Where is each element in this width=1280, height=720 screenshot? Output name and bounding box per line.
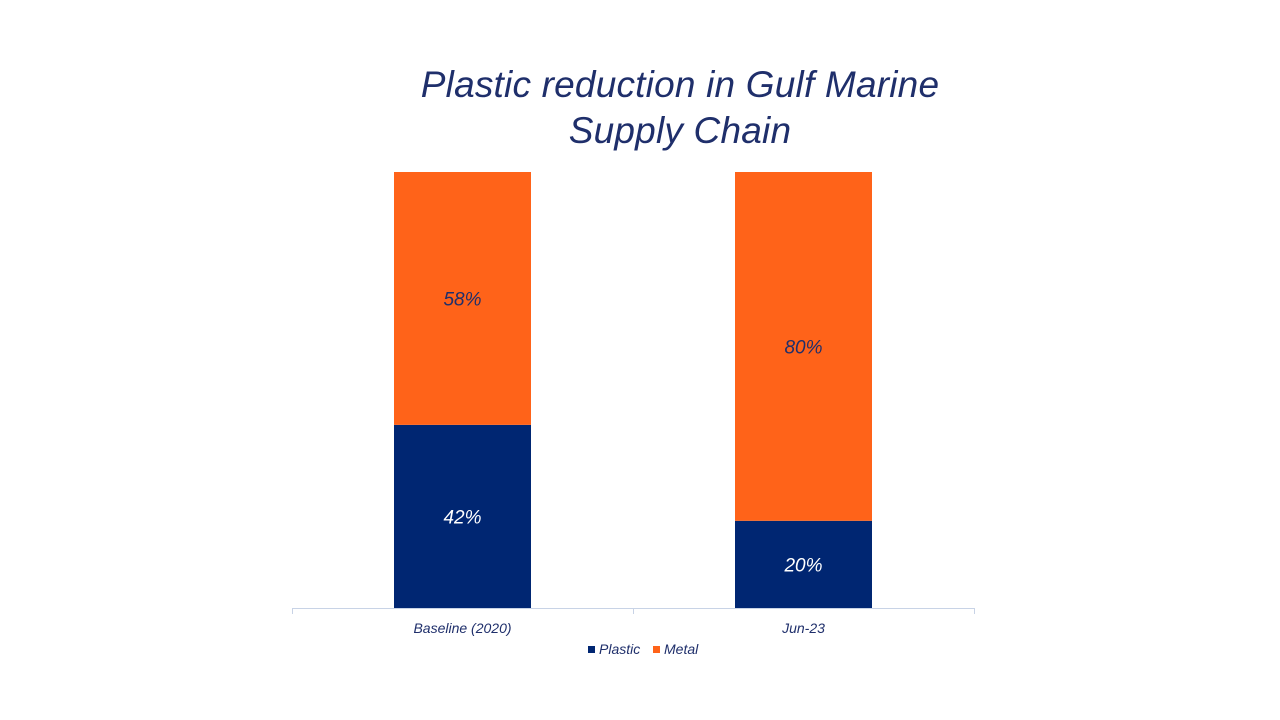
legend-item-plastic: Plastic xyxy=(588,641,640,657)
chart-title: Plastic reduction in Gulf Marine Supply … xyxy=(380,62,980,154)
bar-metal-1 xyxy=(394,172,531,425)
legend-label-plastic: Plastic xyxy=(599,641,641,657)
chart-title-line-1: Plastic reduction in Gulf Marine xyxy=(420,64,940,105)
chart-legend: Plastic Metal xyxy=(0,640,1280,660)
bar-metal-2 xyxy=(735,172,872,521)
data-label-metal-2: 80% xyxy=(784,337,822,358)
bar-plastic-2 xyxy=(735,520,872,608)
legend-swatch-metal xyxy=(653,645,660,653)
x-tick-label-1: Baseline (2020) xyxy=(413,620,511,636)
x-tick-label-2: Jun-23 xyxy=(781,620,825,636)
legend-label-metal: Metal xyxy=(664,641,699,657)
legend-swatch-plastic xyxy=(588,645,595,653)
data-label-plastic-2: 20% xyxy=(783,555,822,576)
chart-title-line-2: Supply Chain xyxy=(568,110,792,151)
data-label-plastic-1: 42% xyxy=(443,507,481,528)
data-label-metal-1: 58% xyxy=(443,289,481,310)
legend-item-metal: Metal xyxy=(653,641,698,657)
bar-plastic-1 xyxy=(394,424,531,608)
